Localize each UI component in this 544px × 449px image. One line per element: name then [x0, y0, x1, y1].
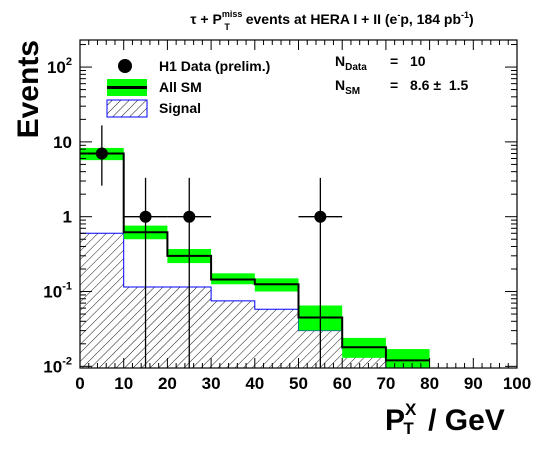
x-label-sup: X: [405, 400, 417, 419]
chart-title: τ + Pmiss T events at HERA I + II (e-p, 1…: [190, 9, 473, 32]
y-axis-label: Events: [12, 40, 45, 138]
signal-bar: [211, 300, 255, 368]
tick-labels: 0 10 20 30 40 50 60 70 80 90 100 10-2 10-1 1 10 102: [43, 56, 531, 393]
x-tick-label: 70: [376, 374, 395, 393]
summary-ndata: NData = 10: [335, 53, 426, 73]
title-rest: events at HERA I + II (e: [242, 11, 398, 27]
x-label-sub: T: [403, 419, 414, 438]
summary-ndata-sub: Data: [345, 62, 367, 73]
summary-ndata-eq: =: [390, 53, 398, 69]
x-tick-label: 100: [503, 374, 531, 393]
summary-nsm: NSM = 8.6 ± 1.5: [335, 77, 468, 97]
axes: [79, 39, 518, 369]
title-plus: + P: [197, 11, 222, 27]
summary-nsm-label: N: [335, 77, 345, 93]
legend: H1 Data (prelim.) All SM Signal: [106, 58, 270, 118]
signal-bar: [80, 233, 124, 368]
legend-data-marker: [118, 59, 132, 73]
summary-nsm-sub: SM: [345, 86, 360, 97]
data-point: [139, 210, 152, 223]
summary-nsm-value: 8.6 ± 1.5: [410, 77, 468, 93]
x-tick-label: 60: [333, 374, 352, 393]
x-axis-label: PX T / GeV: [385, 400, 505, 438]
x-tick-label: 50: [289, 374, 308, 393]
x-tick-label: 20: [158, 374, 177, 393]
y-tick-label: 10-1: [43, 281, 72, 302]
x-tick-label: 40: [245, 374, 264, 393]
title-sup-minus: -: [397, 10, 400, 20]
y-tick-label: 102: [47, 56, 72, 77]
x-tick-label: 0: [75, 374, 84, 393]
legend-signal-swatch: [106, 99, 148, 118]
data-point: [314, 210, 327, 223]
title-close: ): [469, 11, 474, 27]
title-tau: τ: [190, 11, 197, 27]
x-label-unit: / GeV: [420, 404, 505, 437]
legend-label-signal: Signal: [159, 100, 201, 116]
x-tick-label: 10: [114, 374, 133, 393]
summary-nsm-eq: =: [390, 77, 398, 93]
legend-allsm-line: [107, 86, 147, 89]
sm-error-band: [385, 349, 430, 368]
legend-label-allsm: All SM: [159, 79, 202, 95]
y-tick-label: 10: [53, 133, 72, 152]
y-tick-label: 1: [63, 208, 72, 227]
summary-ndata-label: N: [335, 53, 345, 69]
title-sub-T: T: [224, 22, 230, 32]
x-tick-label: 80: [420, 374, 439, 393]
legend-label-data: H1 Data (prelim.): [159, 58, 270, 74]
summary-ndata-value: 10: [410, 53, 426, 69]
summary: NData = 10 NSM = 8.6 ± 1.5: [335, 53, 468, 97]
data-point: [183, 210, 196, 223]
x-tick-label: 30: [202, 374, 221, 393]
signal-bar: [254, 309, 299, 368]
plot-area: [80, 125, 430, 368]
x-tick-label: 90: [464, 374, 483, 393]
title-rest2: p, 184 pb: [400, 11, 461, 27]
x-label-main: P: [385, 404, 405, 437]
data-point: [95, 147, 108, 160]
y-tick-label: 10-2: [43, 355, 72, 376]
title-sup-miss: miss: [222, 9, 243, 19]
title-sup-inv: -1: [461, 10, 469, 20]
